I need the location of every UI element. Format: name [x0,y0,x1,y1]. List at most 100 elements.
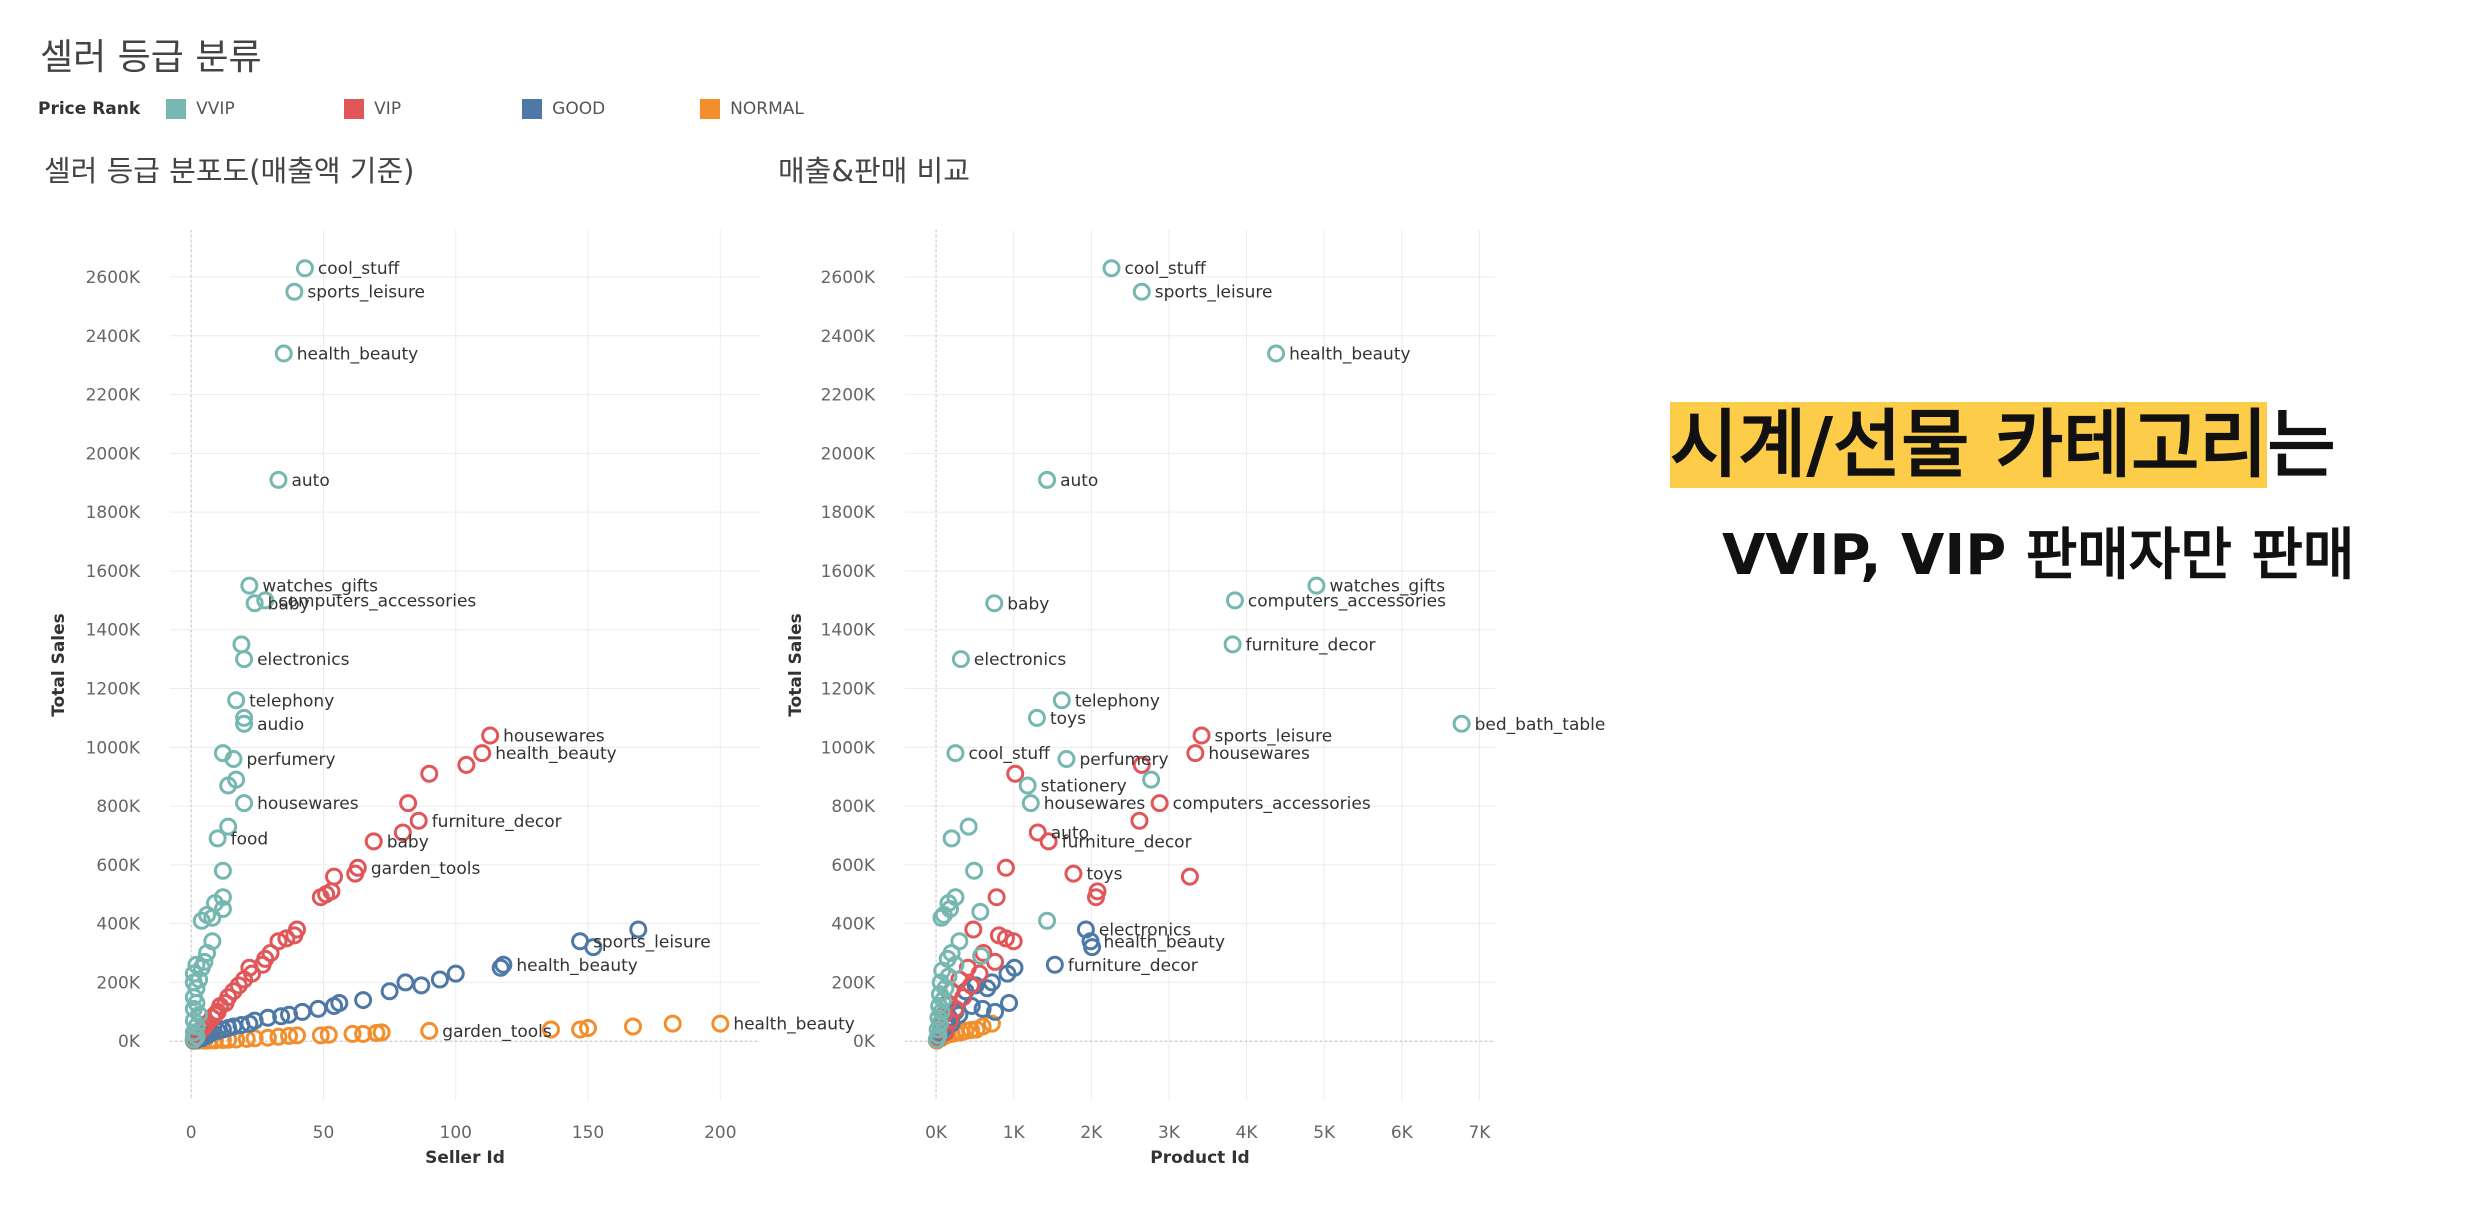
chart2-point-label: auto [1051,824,1089,844]
chart1-x-tick-label: 200 [704,1123,736,1143]
chart2-y-tick-label: 0K [853,1032,876,1052]
chart1-title: 셀러 등급 분포도(매출액 기준) [44,154,415,188]
chart2-point-label: computers_accessories [1173,794,1371,814]
chart1-point-normal [319,1025,338,1044]
chart1-point-good [584,938,603,957]
legend-item-vvip[interactable]: VVIP [166,99,344,119]
chart2-point-vvip [951,650,970,669]
chart2-point-label: sports_leisure [1215,727,1333,747]
legend-swatch-normal [700,99,721,119]
chart1-point-label: housewares [503,727,605,747]
chart1-point-vvip [224,750,243,769]
chart2-point-label: auto [1060,471,1098,491]
chart1-point-vvip [213,861,232,880]
chart1-point-vvip [184,1030,203,1049]
chart2-point-vip [1039,832,1058,851]
chart1-y-tick-label: 1000K [86,738,141,758]
chart1-point-label: watches_gifts [262,577,378,597]
chart2-point-label: health_beauty [1104,932,1225,952]
chart1-point-label: furniture_decor [432,812,562,832]
chart1-y-tick-label: 200K [96,973,140,993]
chart1-point-vvip [219,817,238,836]
chart2-x-tick-label: 4K [1236,1123,1259,1143]
chart1-y-axis-label: Total Sales [49,613,69,717]
chart2-point-vvip [1132,282,1151,301]
legend-swatch-good [522,99,543,119]
chart1-point-good [412,976,431,995]
chart1-point-good [280,1005,299,1024]
chart1-point-label: computers_accessories [278,591,476,611]
chart2-point-vip [1004,932,1023,951]
chart1-point-label: sports_leisure [307,283,425,303]
chart1-point-vip [311,888,330,907]
chart2-point-vvip [1452,714,1471,733]
chart1-point-vvip [187,1027,206,1046]
chart2-point-label: toys [1050,709,1086,729]
chart2-point-vvip [1267,344,1286,363]
chart1-point-normal [311,1026,330,1045]
chart1-point-vvip [235,794,254,813]
chart1-y-tick-label: 2200K [86,386,141,406]
chart1-x-tick-label: 50 [313,1123,335,1143]
legend: Price Rank VVIP VIP GOOD NORMAL [38,94,804,124]
chart1-point-vvip [274,344,293,363]
chart1-y-tick-label: 600K [96,856,140,876]
chart1-point-vvip [213,899,232,918]
chart2-point-good [1083,938,1102,957]
legend-swatch-vvip [166,99,187,119]
chart1-point-label: garden_tools [442,1022,552,1042]
legend-item-good[interactable]: GOOD [522,99,700,119]
chart1-y-tick-label: 1800K [86,503,141,523]
chart1-point-normal [571,1020,590,1039]
chart1-point-label: sports_leisure [593,932,711,952]
chart2-point-normal [982,1014,1001,1033]
chart1-point-vvip [203,908,222,927]
chart2-point-vvip [965,861,984,880]
chart2-point-vvip [932,908,951,927]
legend-item-normal[interactable]: NORMAL [700,99,804,119]
chart2-point-label: furniture_decor [1062,832,1192,852]
chart2-y-tick-label: 2600K [821,268,876,288]
chart2-y-tick-label: 400K [831,915,875,935]
chart2-point-label: cool_stuff [1125,259,1208,279]
chart2-point-vip [964,920,983,939]
legend-item-vip[interactable]: VIP [344,99,522,119]
chart2-point-vvip [1057,750,1076,769]
chart2-y-tick-label: 200K [831,973,875,993]
chart1-point-label: baby [268,594,310,614]
chart1-point-vip [457,755,476,774]
chart1-point-good [629,920,648,939]
chart2-point-vip [1028,823,1047,842]
chart2-x-tick-label: 2K [1080,1123,1103,1143]
chart1-point-normal [280,1026,299,1045]
chart2-y-tick-label: 600K [831,856,875,876]
chart2-point-vvip [1307,576,1326,595]
chart2-point-vvip [985,594,1004,613]
chart2-point-label: sports_leisure [1155,283,1273,303]
chart2-y-tick-label: 1400K [821,621,876,641]
chart1-y-tick-label: 2400K [86,327,141,347]
chart2-point-vip [1186,744,1205,763]
chart1-point-vvip [245,594,264,613]
chart2-point-label: computers_accessories [1248,591,1446,611]
chart1-point-good [446,964,465,983]
chart2-y-tick-label: 2200K [821,386,876,406]
chart2-point-vvip [1223,635,1242,654]
chart2-point-label: telephony [1075,691,1160,711]
chart2-point-good [1000,994,1019,1013]
chart1-x-tick-label: 150 [572,1123,604,1143]
chart1-point-label: health_beauty [516,956,637,976]
chart2-point-vvip [942,829,961,848]
chart1-point-vvip [256,591,275,610]
chart2-point-good [978,979,997,998]
chart2-point-label: toys [1086,865,1122,885]
chart2-point-vvip [959,817,978,836]
chart1-y-tick-label: 800K [96,797,140,817]
chart1-point-label: telephony [249,691,334,711]
chart1-point-normal [367,1023,386,1042]
chart2-point-vip [1192,726,1211,745]
chart2-point-vip [1006,764,1025,783]
chart2-x-axis-label: Product Id [1150,1148,1249,1168]
chart2-y-tick-label: 1600K [821,562,876,582]
